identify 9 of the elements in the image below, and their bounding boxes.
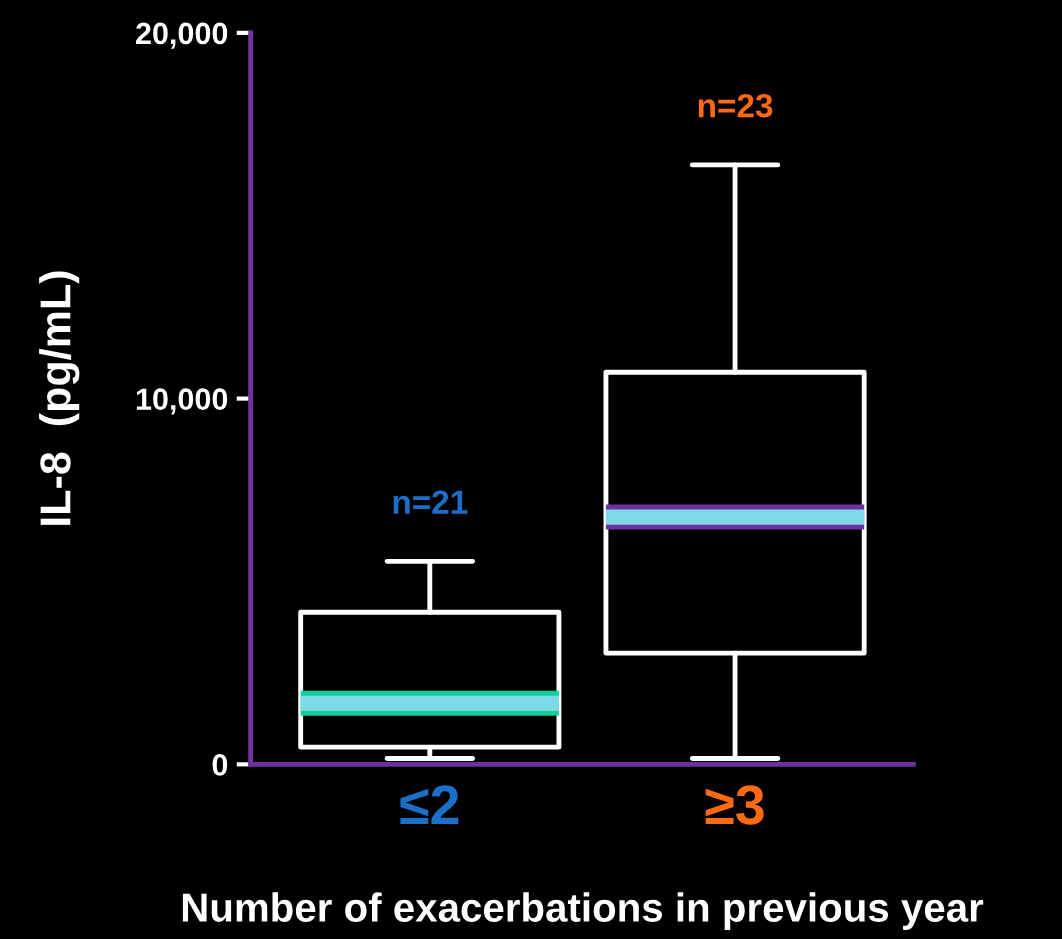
y-tick-label: 0 — [212, 754, 228, 776]
x-axis-title: Number of exacerbations in previous year — [182, 892, 984, 930]
x-tick-label: ≥3 — [705, 785, 764, 825]
annotation: n=23 — [698, 93, 773, 118]
x-tick-label: ≤2 — [400, 785, 459, 825]
y-tick-label: 10,000 — [136, 388, 228, 415]
annotation: n=21 — [393, 490, 468, 514]
y-tick-label: 20,000 — [136, 22, 228, 49]
y-axis-title: IL-8 (pg/mL) — [39, 271, 80, 525]
